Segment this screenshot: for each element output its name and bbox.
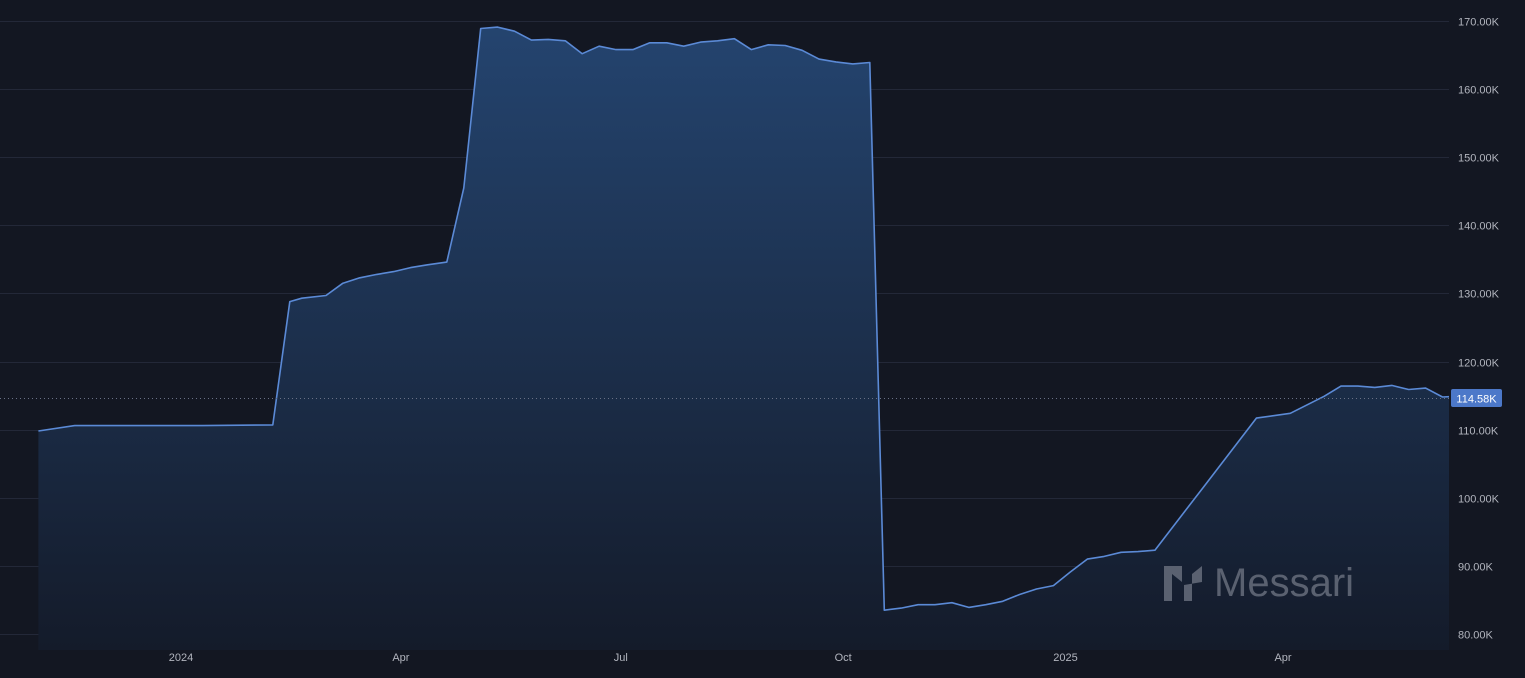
series-area-fill (38, 27, 1449, 651)
last-value-marker: 114.58K (0, 389, 1502, 407)
x-axis: 2024 Apr Jul Oct 2025 Apr (169, 652, 1292, 664)
last-value-badge (1451, 389, 1502, 407)
y-tick-label: 150.00K (1458, 153, 1500, 165)
x-tick-label: Jul (614, 652, 628, 664)
series-line (38, 26, 1450, 611)
x-tick-label: 2025 (1053, 652, 1077, 664)
x-tick-label: Oct (835, 652, 852, 664)
y-tick-label: 90.00K (1458, 562, 1494, 574)
x-tick-label: Apr (392, 652, 409, 664)
y-tick-label: 110.00K (1458, 426, 1499, 438)
last-value-label: 114.58K (1456, 394, 1497, 406)
watermark-text: Messari (1214, 561, 1354, 605)
y-tick-label: 80.00K (1458, 630, 1494, 642)
messari-logo-icon (1164, 566, 1202, 601)
y-tick-label: 130.00K (1458, 289, 1500, 301)
y-tick-label: 140.00K (1458, 221, 1500, 233)
y-tick-label: 120.00K (1458, 358, 1500, 370)
series-line-path (38, 26, 1450, 611)
y-tick-label: 160.00K (1458, 85, 1500, 97)
series-area (38, 27, 1449, 651)
y-tick-label: 100.00K (1458, 494, 1500, 506)
y-tick-label: 170.00K (1458, 17, 1500, 29)
x-tick-label: 2024 (169, 652, 193, 664)
y-axis: 80.00K 90.00K 100.00K 110.00K 120.00K 130.00K… (1458, 17, 1500, 642)
x-tick-label: Apr (1274, 652, 1291, 664)
messari-watermark: Messari (1164, 561, 1354, 605)
